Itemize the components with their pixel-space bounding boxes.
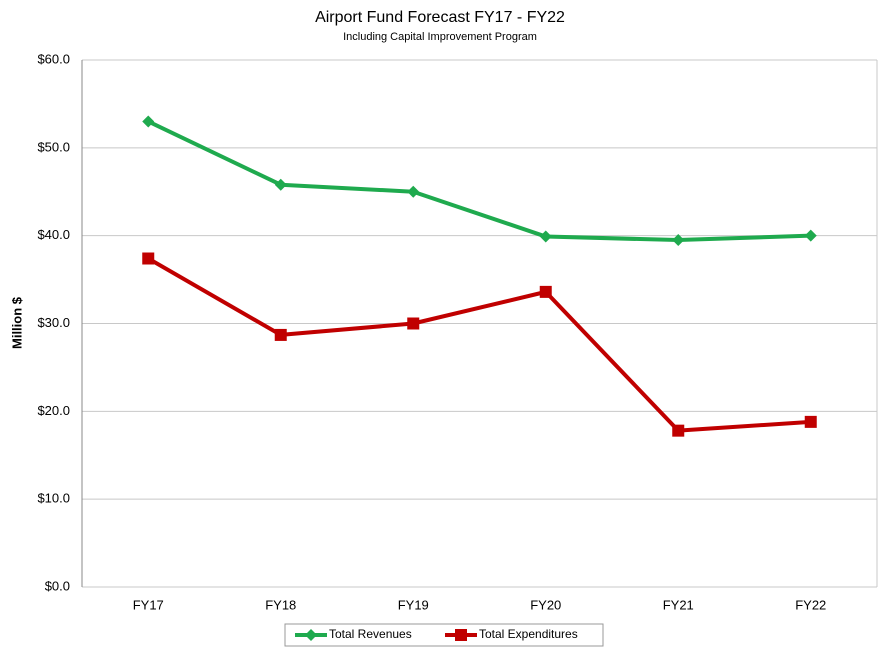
- point: [539, 230, 552, 243]
- y-tick-label: $0.0: [45, 578, 70, 593]
- legend-box: [284, 623, 604, 647]
- point: [274, 328, 287, 341]
- legend-label: Total Expenditures: [479, 627, 578, 641]
- point: [804, 415, 817, 428]
- chart-subtitle: Including Capital Improvement Program: [343, 31, 537, 43]
- x-tick-label: FY21: [663, 597, 694, 612]
- point: [672, 424, 685, 437]
- point: [142, 115, 155, 128]
- x-tick-label: FY18: [265, 597, 296, 612]
- y-tick-label: $30.0: [37, 315, 70, 330]
- series-line: [147, 119, 811, 243]
- point: [305, 629, 317, 641]
- point: [407, 317, 420, 330]
- y-tick-label: $40.0: [37, 227, 70, 242]
- series-line: [147, 256, 811, 433]
- point: [672, 234, 685, 247]
- legend-label: Total Revenues: [329, 627, 412, 641]
- y-tick-label: $60.0: [37, 51, 70, 66]
- y-tick-label: $10.0: [37, 491, 70, 506]
- point: [539, 285, 552, 298]
- x-tick-label: FY20: [530, 597, 561, 612]
- point: [274, 178, 287, 191]
- x-tick-label: FY19: [398, 597, 429, 612]
- point: [804, 229, 817, 242]
- x-tick-label: FY17: [133, 597, 164, 612]
- y-axis-title: Million $: [9, 296, 24, 349]
- y-tick-label: $20.0: [37, 403, 70, 418]
- chart-title: Airport Fund Forecast FY17 - FY22: [315, 9, 565, 26]
- point: [455, 629, 467, 641]
- point: [142, 252, 155, 265]
- point: [407, 185, 420, 198]
- y-tick-label: $50.0: [37, 139, 70, 154]
- x-tick-label: FY22: [795, 597, 826, 612]
